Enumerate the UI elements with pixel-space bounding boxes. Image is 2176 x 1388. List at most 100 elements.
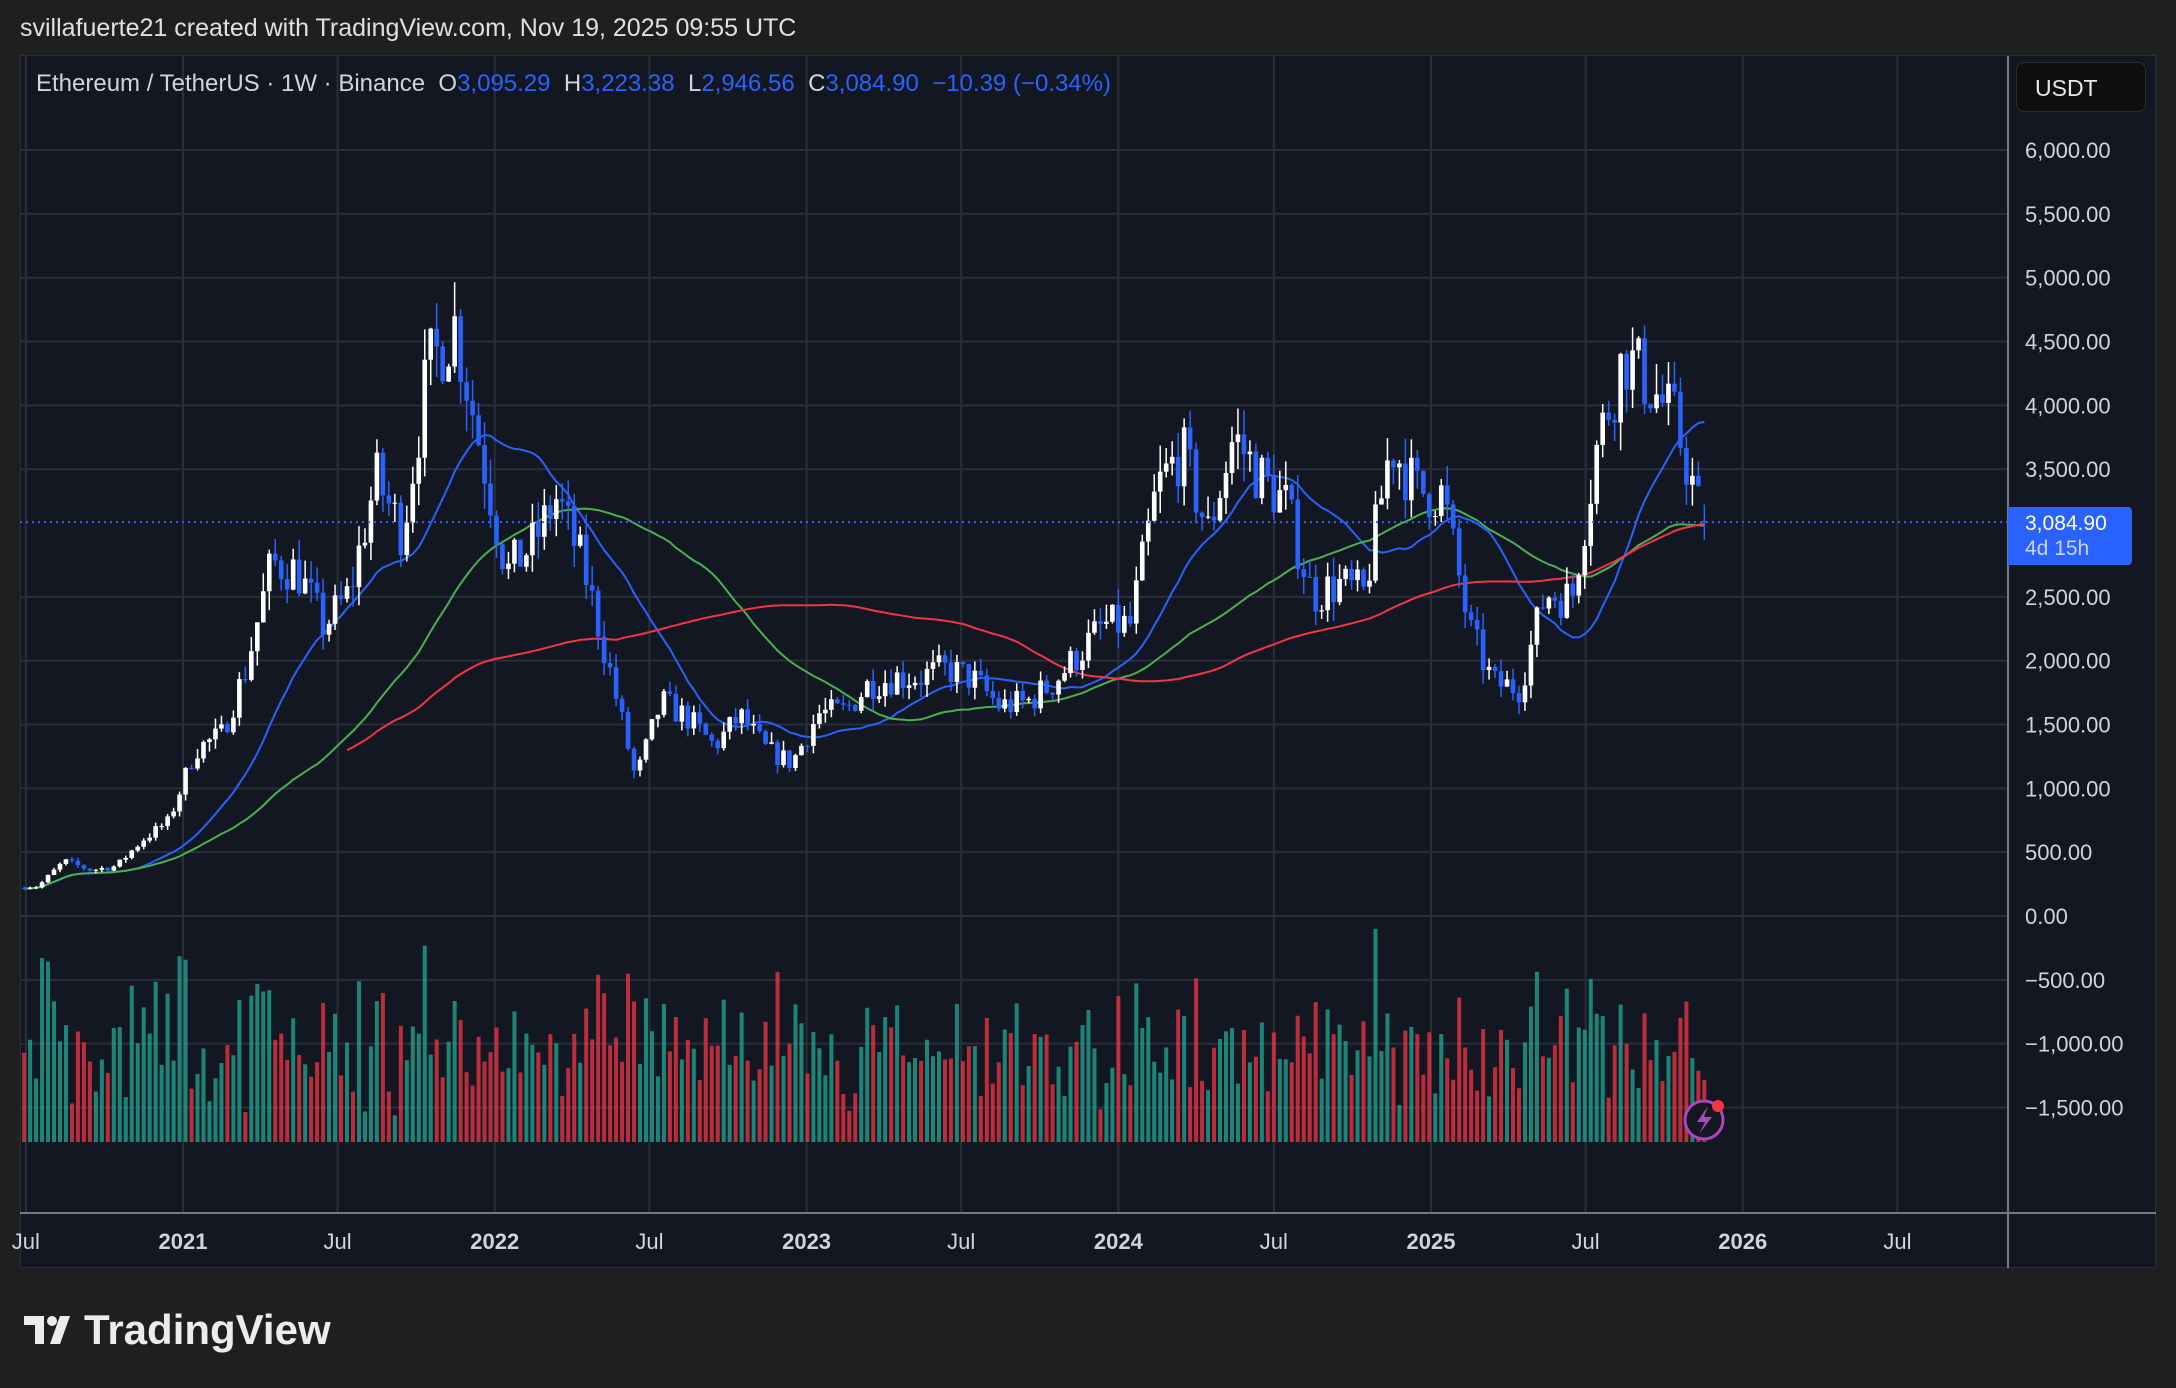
volume-bar: [285, 1059, 290, 1142]
candle: [1582, 539, 1588, 589]
volume-bar: [1307, 1053, 1312, 1142]
candle-body: [894, 672, 900, 695]
candle: [458, 308, 463, 404]
candle-body: [1181, 427, 1187, 487]
candle-body: [1151, 491, 1157, 521]
candle-body: [213, 728, 218, 740]
volume-bar: [1397, 1105, 1402, 1142]
candle-body: [219, 724, 224, 729]
candle: [1098, 608, 1103, 640]
candle: [1169, 441, 1175, 476]
volume-bar: [1014, 1003, 1019, 1142]
candle: [1056, 679, 1061, 703]
candle-body: [727, 717, 732, 732]
volume-bar: [685, 1039, 690, 1142]
volume-bar: [901, 1055, 906, 1142]
candle-body: [1080, 660, 1085, 670]
candle: [249, 636, 254, 682]
volume-bar: [649, 1031, 654, 1142]
candle-body: [763, 731, 768, 744]
candle-body: [1391, 460, 1396, 468]
candle: [930, 649, 936, 681]
currency-button[interactable]: USDT: [2016, 62, 2146, 112]
volume-bar: [87, 1061, 92, 1142]
candle: [960, 661, 966, 668]
candle-body: [482, 445, 487, 484]
candle: [117, 859, 123, 868]
y-tick-label: 2,500.00: [2025, 585, 2111, 610]
candle-body: [1696, 475, 1701, 487]
volume-bar: [596, 974, 601, 1142]
candle: [500, 542, 505, 575]
candle: [75, 857, 81, 868]
candle: [105, 867, 111, 873]
volume-bar: [189, 1088, 194, 1142]
candle: [643, 738, 649, 763]
candle: [781, 740, 786, 768]
candle-body: [356, 545, 362, 588]
candle: [583, 514, 589, 600]
y-tick-label: 5,000.00: [2025, 266, 2111, 291]
candle: [697, 703, 703, 733]
candle-body: [81, 865, 87, 869]
candle-body: [278, 560, 284, 580]
volume-bar: [823, 1075, 828, 1142]
candle-body: [1295, 499, 1301, 570]
volume-bar: [1152, 1061, 1157, 1142]
candle: [177, 791, 182, 817]
x-tick-label: Jul: [12, 1229, 40, 1254]
candle-body: [1438, 485, 1444, 517]
x-tick-label: Jul: [947, 1229, 975, 1254]
candle: [123, 855, 129, 863]
volume-bar: [1493, 1067, 1498, 1142]
candle-body: [536, 522, 541, 537]
current-price-value: 3,084.90: [2025, 512, 2107, 535]
candle: [1636, 336, 1641, 359]
candle-body: [548, 505, 553, 520]
candle-body: [1277, 490, 1283, 513]
candle-body: [21, 888, 27, 890]
candle-body: [392, 502, 398, 504]
candle-body: [1355, 569, 1360, 581]
volume-bar: [1511, 1068, 1516, 1142]
candle-body: [793, 755, 798, 769]
open-label: O: [438, 70, 458, 97]
volume-bar: [1349, 1074, 1354, 1142]
candle: [219, 715, 224, 732]
candle: [308, 561, 314, 603]
lightning-alert-icon[interactable]: [1683, 1099, 1725, 1141]
candle: [607, 652, 613, 676]
volume-bar: [392, 1115, 397, 1142]
candle-body: [1002, 699, 1008, 709]
candle: [1660, 374, 1665, 407]
volume-bar: [434, 1039, 439, 1142]
candle: [147, 833, 152, 843]
volume-bar: [1672, 1051, 1677, 1142]
tradingview-logo[interactable]: TradingView: [24, 1306, 331, 1354]
candle: [769, 732, 774, 745]
volume-bar: [775, 971, 780, 1142]
volume-bar: [464, 1072, 469, 1142]
candle: [679, 698, 685, 731]
y-tick-label: 0.00: [2025, 904, 2068, 929]
candle-body: [697, 712, 703, 724]
candle: [757, 714, 762, 734]
volume-bar: [1164, 1047, 1169, 1142]
symbol-name[interactable]: Ethereum / TetherUS · 1W · Binance: [36, 70, 426, 97]
volume-bar: [727, 1064, 732, 1142]
candle: [225, 721, 230, 734]
candle-body: [906, 685, 912, 689]
volume-bar: [345, 1042, 350, 1142]
volume-bar: [267, 990, 272, 1142]
volume-bar: [889, 1027, 894, 1142]
candle: [1265, 451, 1271, 483]
candle: [625, 707, 631, 751]
volume-bar: [524, 1033, 529, 1142]
candle: [446, 363, 451, 382]
candle: [1343, 565, 1348, 586]
candle: [1696, 461, 1701, 487]
candle-body: [1486, 666, 1492, 671]
candle: [1612, 413, 1617, 442]
volume-bar: [1373, 928, 1378, 1142]
